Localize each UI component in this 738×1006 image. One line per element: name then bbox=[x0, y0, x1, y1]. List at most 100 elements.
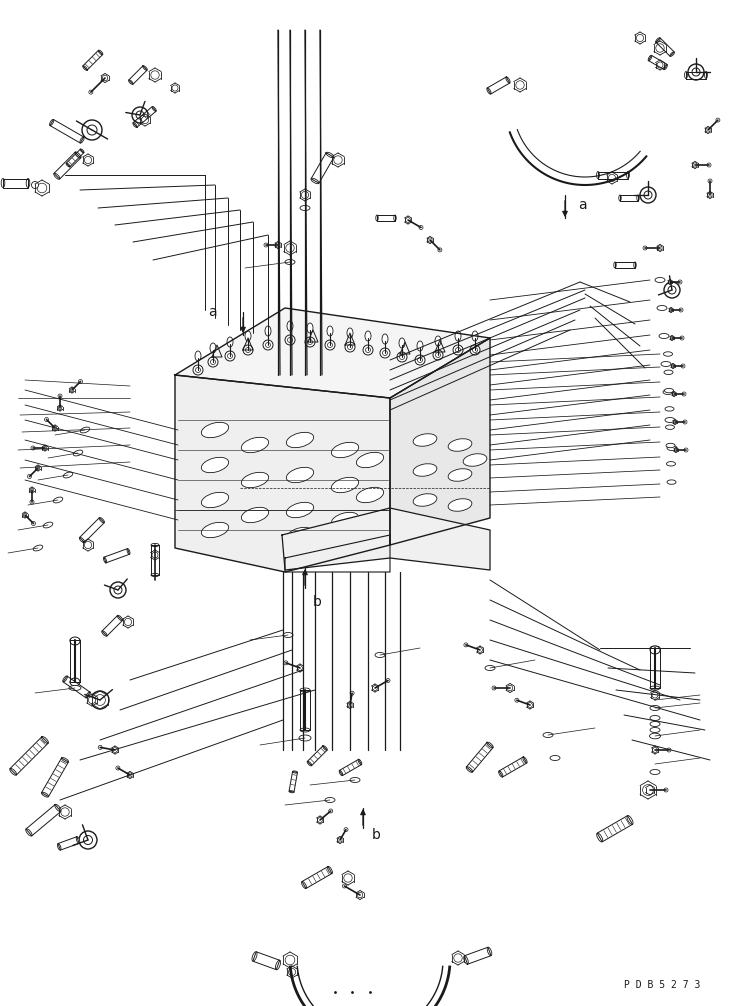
Circle shape bbox=[406, 217, 410, 222]
Circle shape bbox=[82, 120, 102, 140]
Ellipse shape bbox=[70, 638, 80, 642]
Ellipse shape bbox=[667, 480, 676, 484]
Circle shape bbox=[674, 421, 677, 424]
Circle shape bbox=[438, 247, 442, 252]
Circle shape bbox=[328, 809, 333, 813]
Circle shape bbox=[608, 174, 615, 182]
Circle shape bbox=[58, 406, 62, 409]
Ellipse shape bbox=[649, 733, 661, 738]
Circle shape bbox=[419, 225, 423, 229]
Ellipse shape bbox=[201, 423, 229, 438]
Text: a: a bbox=[208, 305, 217, 319]
Ellipse shape bbox=[650, 705, 660, 710]
Ellipse shape bbox=[58, 843, 61, 850]
Circle shape bbox=[640, 187, 656, 203]
Circle shape bbox=[32, 521, 35, 525]
Ellipse shape bbox=[41, 792, 49, 797]
Ellipse shape bbox=[265, 326, 271, 336]
Ellipse shape bbox=[117, 616, 123, 621]
Ellipse shape bbox=[705, 71, 708, 78]
Circle shape bbox=[348, 344, 353, 349]
Circle shape bbox=[94, 694, 106, 705]
Circle shape bbox=[428, 237, 432, 242]
Circle shape bbox=[289, 969, 296, 976]
Ellipse shape bbox=[70, 678, 80, 686]
Ellipse shape bbox=[1, 178, 5, 187]
Ellipse shape bbox=[10, 769, 17, 776]
Ellipse shape bbox=[75, 152, 81, 158]
Circle shape bbox=[276, 242, 280, 247]
Circle shape bbox=[110, 582, 126, 598]
Ellipse shape bbox=[128, 79, 133, 85]
Circle shape bbox=[399, 354, 404, 359]
Circle shape bbox=[675, 449, 677, 452]
Circle shape bbox=[334, 156, 342, 164]
Ellipse shape bbox=[650, 721, 660, 726]
Circle shape bbox=[116, 766, 120, 770]
Ellipse shape bbox=[543, 732, 553, 737]
Ellipse shape bbox=[70, 637, 80, 645]
Ellipse shape bbox=[448, 499, 472, 511]
Circle shape bbox=[658, 245, 662, 250]
Circle shape bbox=[644, 191, 652, 199]
Text: b: b bbox=[313, 595, 322, 609]
Ellipse shape bbox=[650, 715, 660, 720]
Ellipse shape bbox=[650, 686, 660, 690]
Ellipse shape bbox=[127, 548, 130, 554]
Ellipse shape bbox=[201, 492, 229, 508]
Circle shape bbox=[716, 118, 720, 122]
Ellipse shape bbox=[382, 334, 388, 344]
Circle shape bbox=[30, 500, 34, 504]
Ellipse shape bbox=[466, 767, 472, 773]
Circle shape bbox=[44, 447, 46, 450]
Circle shape bbox=[89, 696, 96, 703]
Ellipse shape bbox=[61, 758, 69, 763]
Ellipse shape bbox=[63, 676, 67, 682]
Ellipse shape bbox=[657, 306, 667, 311]
Circle shape bbox=[435, 352, 441, 357]
Circle shape bbox=[684, 448, 688, 452]
Circle shape bbox=[196, 367, 201, 372]
Ellipse shape bbox=[356, 453, 384, 468]
Ellipse shape bbox=[596, 171, 599, 178]
Ellipse shape bbox=[667, 446, 677, 451]
Ellipse shape bbox=[252, 952, 257, 961]
Ellipse shape bbox=[241, 438, 269, 453]
Ellipse shape bbox=[656, 37, 661, 42]
Ellipse shape bbox=[300, 688, 310, 692]
Circle shape bbox=[210, 359, 215, 364]
Ellipse shape bbox=[350, 778, 360, 783]
Ellipse shape bbox=[80, 137, 84, 143]
Ellipse shape bbox=[241, 473, 269, 488]
Ellipse shape bbox=[133, 123, 137, 128]
Ellipse shape bbox=[325, 798, 335, 803]
Circle shape bbox=[350, 691, 354, 695]
Circle shape bbox=[338, 838, 342, 842]
Ellipse shape bbox=[292, 771, 297, 773]
Circle shape bbox=[373, 686, 377, 690]
Ellipse shape bbox=[328, 866, 332, 873]
Ellipse shape bbox=[53, 497, 63, 503]
Circle shape bbox=[84, 156, 92, 164]
Circle shape bbox=[58, 394, 62, 398]
Circle shape bbox=[288, 337, 292, 342]
Circle shape bbox=[357, 892, 362, 897]
Ellipse shape bbox=[102, 631, 107, 636]
Ellipse shape bbox=[151, 543, 159, 546]
Circle shape bbox=[380, 348, 390, 358]
Circle shape bbox=[477, 648, 483, 653]
Circle shape bbox=[708, 179, 712, 183]
Circle shape bbox=[344, 828, 348, 832]
Ellipse shape bbox=[394, 215, 396, 221]
Circle shape bbox=[652, 747, 658, 752]
Ellipse shape bbox=[435, 336, 441, 346]
Ellipse shape bbox=[487, 742, 493, 747]
Ellipse shape bbox=[99, 517, 105, 523]
Circle shape bbox=[363, 345, 373, 355]
Circle shape bbox=[672, 392, 675, 395]
Circle shape bbox=[284, 661, 288, 665]
Circle shape bbox=[669, 309, 672, 312]
Circle shape bbox=[78, 379, 83, 383]
Circle shape bbox=[470, 345, 480, 355]
Circle shape bbox=[678, 280, 682, 284]
